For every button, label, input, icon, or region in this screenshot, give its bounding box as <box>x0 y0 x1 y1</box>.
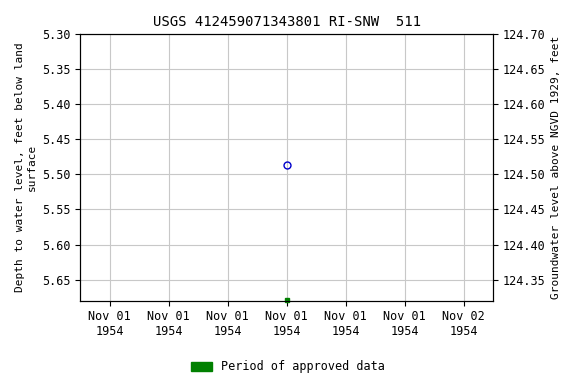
Title: USGS 412459071343801 RI-SNW  511: USGS 412459071343801 RI-SNW 511 <box>153 15 420 29</box>
Y-axis label: Depth to water level, feet below land
surface: Depth to water level, feet below land su… <box>15 43 37 292</box>
Y-axis label: Groundwater level above NGVD 1929, feet: Groundwater level above NGVD 1929, feet <box>551 36 561 299</box>
Legend: Period of approved data: Period of approved data <box>186 356 390 378</box>
